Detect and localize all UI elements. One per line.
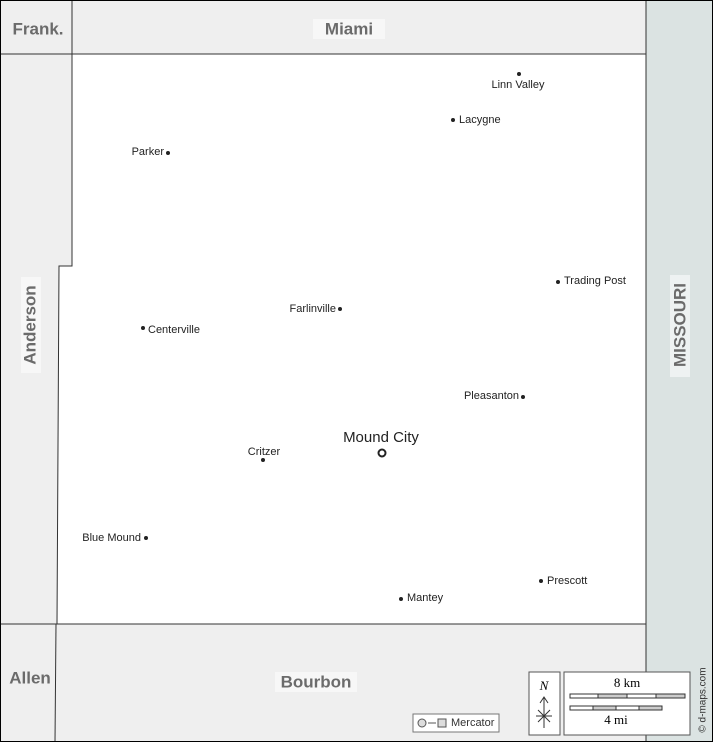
projection-box — [412, 713, 500, 733]
town-label: Prescott — [547, 575, 587, 587]
town-label: Pleasanton — [464, 390, 519, 402]
neighbor-label: Anderson — [20, 285, 39, 364]
neighbor-label: Allen — [9, 668, 51, 687]
town-label: Farlinville — [290, 303, 336, 315]
scale-bar — [597, 693, 628, 699]
seat-label: Mound City — [343, 429, 419, 446]
credit: © d-maps.com — [698, 667, 709, 732]
projection-label: Mercator — [451, 717, 495, 729]
scale-bar — [638, 705, 663, 711]
scale-box — [563, 671, 691, 736]
town-label: Blue Mound — [82, 532, 141, 544]
town-label: Mantey — [407, 592, 444, 604]
town-label: Trading Post — [564, 275, 626, 287]
town-label: Centerville — [148, 324, 200, 336]
neighbor-label: Miami — [325, 19, 373, 38]
scale-label: 8 km — [614, 675, 640, 690]
label-bg — [313, 19, 385, 39]
town-label: Lacygne — [459, 114, 501, 126]
town-label: Critzer — [248, 446, 281, 458]
compass-label: N — [539, 678, 550, 693]
projection-icon — [437, 718, 447, 728]
label-bg — [275, 672, 357, 692]
scale-bar — [592, 705, 617, 711]
seat-marker — [377, 448, 387, 458]
compass-arrow — [536, 696, 552, 728]
scale-bar — [655, 693, 686, 699]
projection-icon — [417, 718, 427, 728]
neighbor-label: Bourbon — [281, 672, 352, 691]
town-dots — [141, 72, 560, 601]
label-bg — [21, 277, 41, 373]
neighbor-label: Frank. — [12, 19, 63, 38]
town-label: Parker — [132, 146, 165, 158]
borders — [0, 0, 647, 742]
state-label: MISSOURI — [670, 283, 689, 367]
town-label: Linn Valley — [492, 79, 545, 91]
label-bg — [670, 275, 690, 377]
scale-label: 4 mi — [604, 712, 628, 727]
